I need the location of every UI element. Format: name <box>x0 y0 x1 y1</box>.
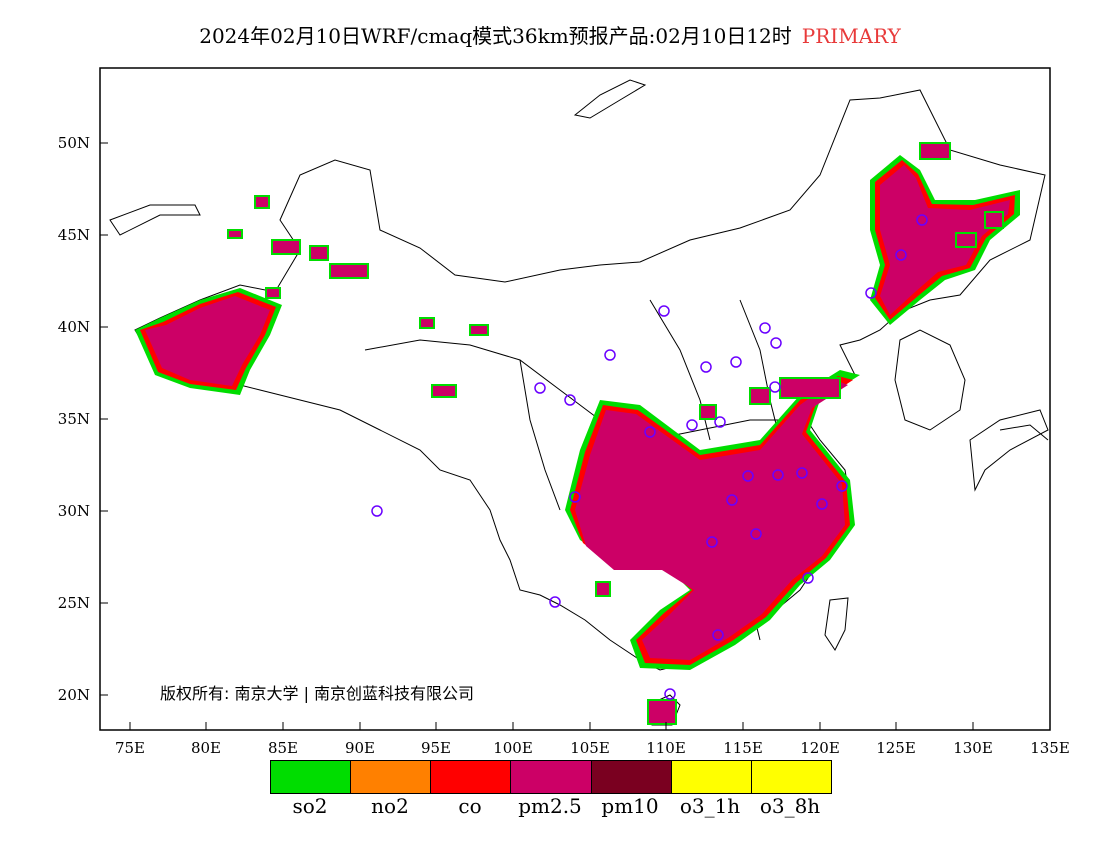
lon-axis: 75E 80E 85E 90E 95E 100E 105E 110E 115E … <box>115 722 1070 757</box>
lat-label-40: 40N <box>58 318 90 336</box>
copyright-text: 版权所有: 南京大学 | 南京创蓝科技有限公司 <box>160 684 475 703</box>
lon-label-80: 80E <box>191 739 221 757</box>
lat-label-50: 50N <box>58 134 90 152</box>
pollution-regions <box>135 142 1020 725</box>
lat-label-25: 25N <box>58 594 90 612</box>
legend-label-pm25: pm2.5 <box>518 794 582 818</box>
lat-label-30: 30N <box>58 502 90 520</box>
lon-label-75: 75E <box>115 739 145 757</box>
lon-label-130: 130E <box>953 739 993 757</box>
lon-label-115: 115E <box>723 739 763 757</box>
legend-label-o3-1h: o3_1h <box>679 794 741 818</box>
station-markers <box>371 214 928 700</box>
legend-swatch-no2 <box>351 761 432 793</box>
legend-label-pm10: pm10 <box>601 794 659 818</box>
title-text: 2024年02月10日WRF/cmaq模式36km预报产品:02月10日12时 <box>199 24 792 48</box>
lon-label-90: 90E <box>345 739 375 757</box>
lon-label-95: 95E <box>421 739 451 757</box>
legend-swatch-pm25 <box>511 761 592 793</box>
legend-bar <box>270 760 832 794</box>
legend-label-o3-8h: o3_8h <box>759 794 821 818</box>
legend-swatch-o3-8h <box>751 761 831 793</box>
primary-tag: PRIMARY <box>801 24 901 48</box>
lon-label-105: 105E <box>570 739 610 757</box>
lat-label-45: 45N <box>58 226 90 244</box>
lon-label-85: 85E <box>268 739 298 757</box>
legend-swatch-co <box>431 761 512 793</box>
small-spots <box>227 142 1004 725</box>
legend-swatch-o3-1h <box>671 761 752 793</box>
lat-axis: 50N 45N 40N 35N 30N 25N 20N <box>58 134 108 704</box>
map-title: 2024年02月10日WRF/cmaq模式36km预报产品:02月10日12时 P… <box>0 20 1100 49</box>
legend-labels: so2 no2 co pm2.5 pm10 o3_1h o3_8h <box>270 794 830 818</box>
legend-swatch-pm10 <box>591 761 672 793</box>
lon-label-125: 125E <box>876 739 916 757</box>
pm25-core <box>145 165 1010 660</box>
china-border <box>134 89 1046 671</box>
legend-label-co: co <box>458 794 482 818</box>
legend-label-no2: no2 <box>371 794 409 818</box>
lat-label-20: 20N <box>58 686 90 704</box>
lon-label-120: 120E <box>800 739 840 757</box>
lon-label-135: 135E <box>1030 739 1070 757</box>
map-frame <box>99 67 1051 731</box>
lon-label-100: 100E <box>493 739 533 757</box>
lon-label-110: 110E <box>646 739 686 757</box>
lat-label-35: 35N <box>58 410 90 428</box>
legend-label-so2: so2 <box>292 794 328 818</box>
legend-swatch-so2 <box>271 761 352 793</box>
